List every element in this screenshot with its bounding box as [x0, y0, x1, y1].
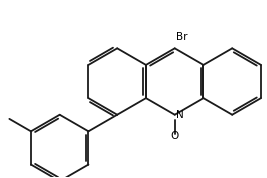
Text: N: N	[176, 110, 184, 120]
Text: Br: Br	[176, 32, 188, 42]
Text: O: O	[171, 131, 179, 141]
